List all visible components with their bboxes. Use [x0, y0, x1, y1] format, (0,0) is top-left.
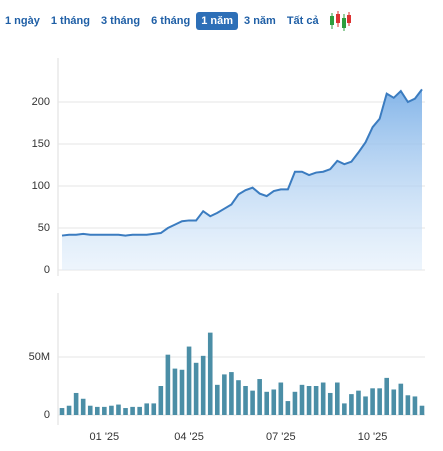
volume-bar [419, 405, 425, 415]
y-tick-label: 150 [32, 138, 50, 150]
volume-bar [172, 368, 178, 415]
volume-bar [80, 398, 86, 415]
range-tab[interactable]: 6 tháng [151, 15, 191, 27]
volume-bar [391, 389, 397, 415]
volume-bar [306, 386, 312, 415]
volume-bar [313, 386, 319, 415]
x-tick-label: 04 '25 [174, 431, 204, 443]
y-tick-label: 50 [38, 222, 50, 234]
volume-bar [207, 332, 213, 415]
volume-bar [165, 354, 171, 415]
range-tab[interactable]: 1 ngày [5, 15, 40, 27]
volume-bar [363, 396, 368, 415]
volume-bar [158, 386, 164, 415]
candle-icon[interactable] [328, 10, 352, 32]
volume-bar [370, 388, 375, 415]
volume-bar [320, 382, 326, 415]
range-tab[interactable]: 3 năm [244, 15, 276, 27]
price-area [62, 89, 422, 271]
volume-bar [271, 389, 277, 415]
volume-bar [144, 403, 150, 415]
volume-bar [327, 392, 333, 415]
volume-bar [116, 404, 121, 415]
y-tick-label: 0 [44, 409, 50, 421]
y-tick-label: 100 [32, 180, 50, 192]
range-tab[interactable]: Tất cả [286, 15, 319, 27]
volume-bar [102, 406, 107, 415]
volume-bar [250, 390, 255, 415]
range-tabs: 1 ngày 1 tháng 3 tháng 6 tháng 1 năm 3 năm Tất… [0, 10, 325, 32]
x-tick-label: 07 '25 [266, 431, 296, 443]
volume-bar [229, 372, 234, 415]
x-tick-label: 10 '25 [358, 431, 388, 443]
volume-bar [384, 377, 390, 415]
volume-bar [123, 408, 128, 415]
volume-bar [73, 392, 79, 415]
y-tick-label: 0 [44, 264, 50, 276]
volume-bar [412, 396, 418, 415]
range-tab[interactable]: 1 năm [196, 12, 239, 30]
price-line [61, 88, 423, 237]
volume-bar [179, 369, 185, 415]
volume-bar [137, 406, 142, 415]
volume-bar [334, 382, 340, 415]
volume-bar [87, 405, 93, 415]
volume-bar [59, 408, 65, 415]
volume-bar [264, 391, 270, 415]
volume-bar [278, 382, 284, 415]
volume-bar [186, 346, 192, 415]
volume-bar [292, 391, 298, 415]
volume-bar [243, 386, 248, 415]
volume-bar [299, 384, 305, 415]
volume-bar [151, 403, 157, 415]
volume-bar [377, 388, 382, 415]
volume-bar [130, 406, 135, 415]
volume-bar [200, 355, 206, 415]
range-tab[interactable]: 1 tháng [50, 15, 90, 27]
volume-bar [94, 406, 100, 415]
volume-bar [405, 395, 411, 415]
volume-bar [257, 379, 262, 415]
x-tick-label: 01 '25 [90, 431, 120, 443]
range-tab[interactable]: 3 tháng [100, 15, 141, 27]
volume-bar [349, 394, 354, 415]
y-tick-label: 50M [29, 351, 50, 363]
volume-bar [193, 362, 199, 415]
volume-bar [109, 405, 114, 415]
volume-bar [356, 390, 361, 415]
volume-bar [342, 403, 347, 415]
volume-bar [66, 405, 72, 415]
volume-bar [236, 380, 241, 415]
y-tick-label: 200 [32, 96, 50, 108]
volume-bar [222, 374, 227, 415]
volume-bar [285, 401, 291, 415]
volume-bar [214, 384, 220, 415]
volume-bar [398, 383, 404, 415]
